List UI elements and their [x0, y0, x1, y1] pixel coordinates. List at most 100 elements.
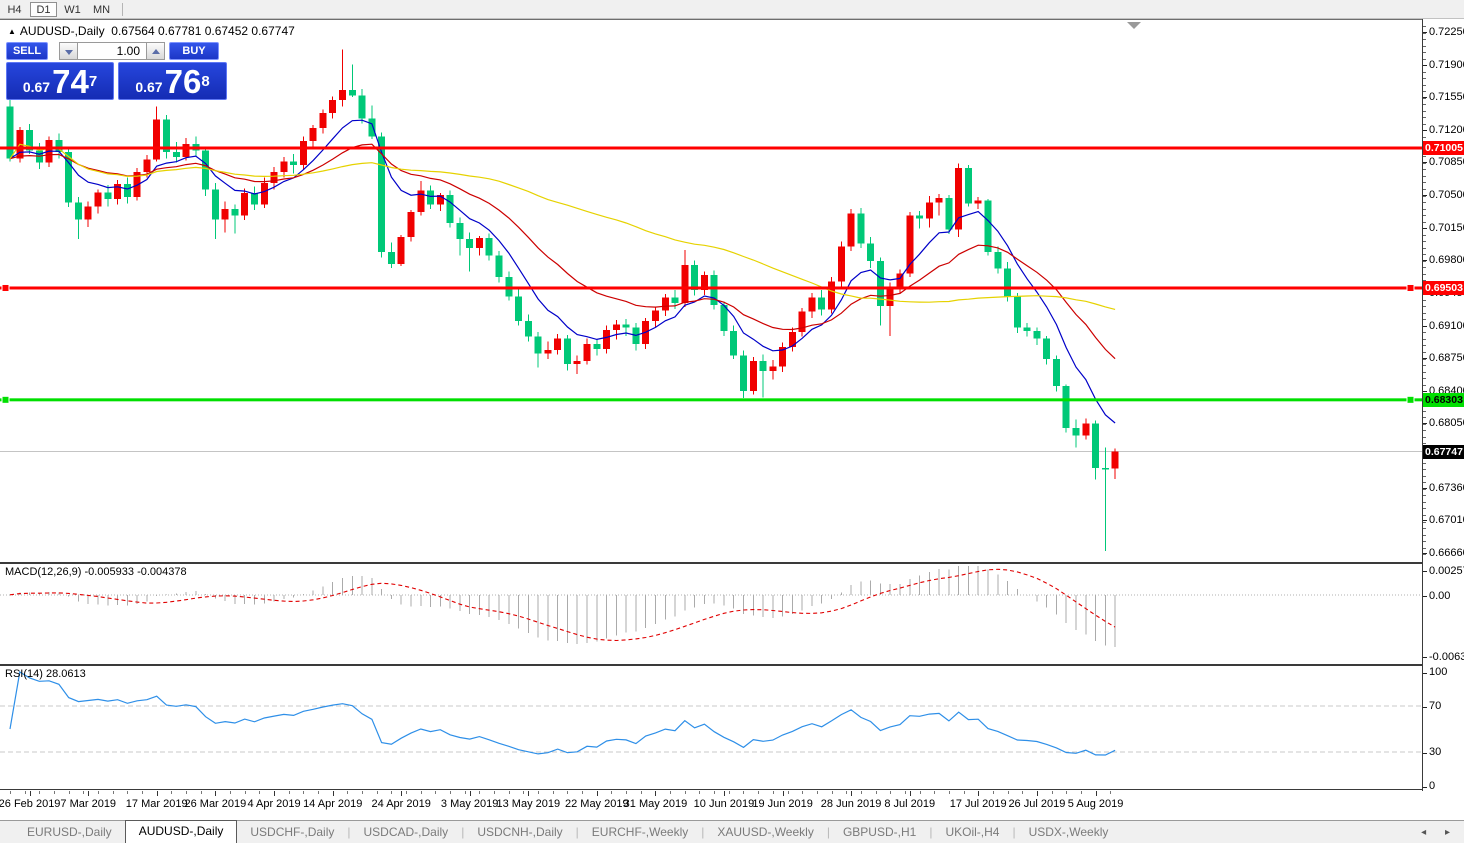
- date-axis-minor-tick: [98, 791, 99, 794]
- date-axis-minor-tick: [553, 791, 554, 794]
- volume-decrease-button[interactable]: [59, 42, 78, 60]
- date-axis-minor-tick: [685, 791, 686, 794]
- buy-button[interactable]: BUY: [169, 42, 219, 60]
- chart-shift-marker-icon[interactable]: [1127, 22, 1141, 29]
- date-axis-tick: [215, 791, 217, 796]
- date-axis-label: 26 Jul 2019: [1008, 798, 1066, 810]
- price-axis-minor-tick: [1423, 273, 1426, 275]
- price-axis-minor-tick: [1423, 430, 1426, 432]
- date-axis-minor-tick: [538, 791, 539, 794]
- timeframe-button-w1[interactable]: W1: [64, 3, 81, 16]
- chart-tab-eurusd-daily[interactable]: EURUSD-,Daily: [27, 825, 112, 839]
- macd-canvas[interactable]: [0, 564, 1422, 664]
- price-axis-minor-tick: [1423, 488, 1426, 490]
- date-axis-minor-tick: [54, 791, 55, 794]
- rsi-pane[interactable]: RSI(14) 28.0613: [0, 666, 1422, 790]
- date-axis-tick: [528, 791, 530, 796]
- price-axis-minor-tick: [1423, 117, 1426, 119]
- date-axis-minor-tick: [773, 791, 774, 794]
- date-axis-minor-tick: [1022, 791, 1023, 794]
- price-axis-minor-tick: [1423, 97, 1426, 99]
- date-axis-minor-tick: [1066, 791, 1067, 794]
- rsi-axis-tick: [1423, 673, 1427, 674]
- date-axis-minor-tick: [289, 791, 290, 794]
- sell-price-display[interactable]: 0.67 74 7: [6, 62, 114, 100]
- line-handle[interactable]: [1406, 395, 1415, 404]
- price-axis-minor-tick: [1423, 384, 1426, 386]
- macd-pane[interactable]: MACD(12,26,9) -0.005933 -0.004378: [0, 564, 1422, 666]
- price-axis-minor-tick: [1423, 130, 1426, 132]
- price-axis-minor-tick: [1423, 345, 1426, 347]
- price-pane[interactable]: ▲ AUDUSD-,Daily 0.67564 0.67781 0.67452 0…: [0, 19, 1422, 564]
- sell-button[interactable]: SELL: [6, 42, 48, 60]
- price-chart-canvas[interactable]: [0, 20, 1422, 562]
- resistance-line-0.71005[interactable]: [0, 146, 1422, 150]
- chart-tab-usdcnh-daily[interactable]: USDCNH-,Daily: [477, 825, 563, 839]
- date-axis-minor-tick: [201, 791, 202, 794]
- price-axis-minor-tick: [1423, 534, 1426, 536]
- chart-title-ohlc: 0.67564 0.67781 0.67452 0.67747: [111, 24, 295, 38]
- resistance-line-0.69503[interactable]: [0, 286, 1422, 290]
- date-axis-label: 19 Jun 2019: [752, 798, 813, 810]
- price-axis-tick: [1423, 97, 1427, 99]
- volume-increase-button[interactable]: [146, 42, 165, 60]
- date-axis-minor-tick: [802, 791, 803, 794]
- chart-tab-usdchf-daily[interactable]: USDCHF-,Daily: [250, 825, 335, 839]
- chart-tab-xauusd-weekly[interactable]: XAUUSD-,Weekly: [717, 825, 814, 839]
- chart-tab-ukoil-h4[interactable]: UKOil-,H4: [945, 825, 1000, 839]
- price-axis-minor-tick: [1423, 110, 1426, 112]
- price-axis-minor-tick: [1423, 58, 1426, 60]
- buy-price-big: 76: [164, 63, 202, 100]
- date-axis-minor-tick: [1008, 791, 1009, 794]
- collapse-panel-icon[interactable]: ▲: [8, 27, 16, 36]
- date-axis-minor-tick: [641, 791, 642, 794]
- price-tag-0.69503: 0.69503: [1423, 280, 1464, 295]
- date-axis-tick: [596, 791, 598, 796]
- chart-tab-usdcad-daily[interactable]: USDCAD-,Daily: [363, 825, 449, 839]
- price-axis-minor-tick: [1423, 254, 1426, 256]
- tab-separator: |: [1012, 825, 1016, 839]
- support-line-0.68303[interactable]: [0, 398, 1422, 402]
- chart-tab-eurchf-weekly[interactable]: EURCHF-,Weekly: [591, 825, 689, 839]
- date-axis-minor-tick: [1110, 791, 1111, 794]
- volume-input[interactable]: [78, 42, 146, 60]
- timeframe-button-h4[interactable]: H4: [7, 3, 22, 16]
- chart-tab-audusd-daily[interactable]: AUDUSD-,Daily: [124, 820, 238, 843]
- price-axis-tick: [1423, 162, 1427, 164]
- buy-price-display[interactable]: 0.67 76 8: [118, 62, 227, 100]
- rsi-canvas[interactable]: [0, 666, 1422, 789]
- date-axis-minor-tick: [186, 791, 187, 794]
- line-handle[interactable]: [1, 283, 10, 292]
- date-axis-tick: [909, 791, 911, 796]
- timeframe-button-mn[interactable]: MN: [92, 3, 111, 16]
- date-axis-minor-tick: [391, 791, 392, 794]
- price-axis-minor-tick: [1423, 247, 1426, 249]
- date-axis-tick: [723, 791, 725, 796]
- line-handle[interactable]: [1, 395, 10, 404]
- chart-tab-gbpusd-h1[interactable]: GBPUSD-,H1: [842, 825, 917, 839]
- macd-axis-tick: [1423, 571, 1427, 572]
- date-axis-minor-tick: [494, 791, 495, 794]
- chart-tab-usdx-weekly[interactable]: USDX-,Weekly: [1028, 825, 1109, 839]
- price-axis-tick: [1423, 552, 1427, 554]
- date-axis-minor-tick: [876, 791, 877, 794]
- price-axis-tick: [1423, 64, 1427, 66]
- date-axis-label: 10 Jun 2019: [693, 798, 755, 810]
- date-axis-minor-tick: [406, 791, 407, 794]
- price-tag-0.68303: 0.68303: [1423, 392, 1464, 407]
- date-axis-minor-tick: [362, 791, 363, 794]
- date-axis-minor-tick: [523, 791, 524, 794]
- date-axis-minor-tick: [626, 791, 627, 794]
- price-axis-minor-tick: [1423, 332, 1426, 334]
- price-axis-minor-tick: [1423, 547, 1426, 549]
- sell-price-prefix: 0.67: [22, 79, 51, 95]
- price-axis-minor-tick: [1423, 202, 1426, 204]
- line-handle[interactable]: [1406, 283, 1415, 292]
- price-axis-minor-tick: [1423, 156, 1426, 158]
- timeframe-button-d1[interactable]: D1: [30, 1, 57, 17]
